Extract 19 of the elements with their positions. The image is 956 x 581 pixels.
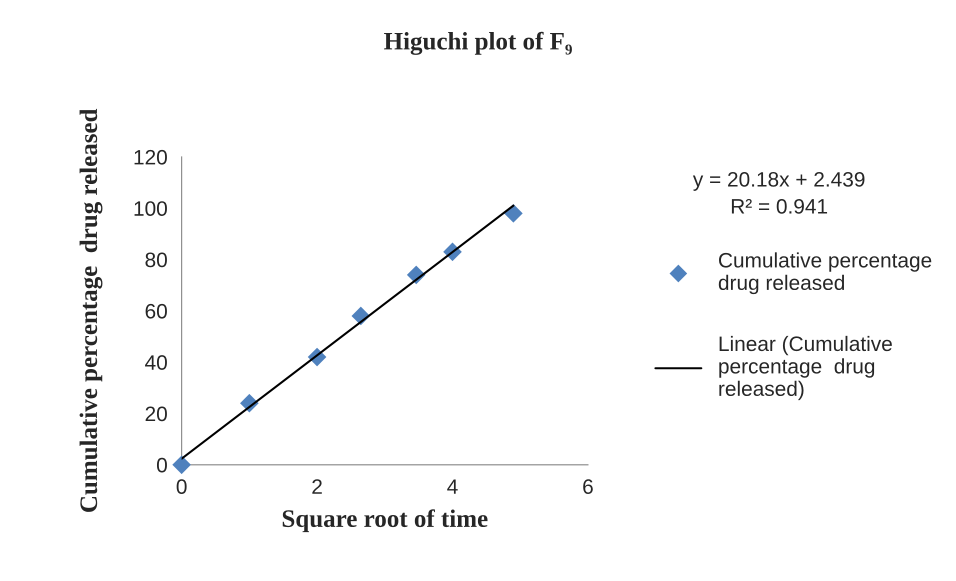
- x-tick-label: 4: [447, 479, 458, 494]
- y-tick-label: 20: [146, 406, 167, 422]
- y-tick-label: 40: [145, 355, 167, 370]
- x-tick-label: 0: [176, 479, 187, 494]
- legend-label: Cumulative percentage drug released: [718, 252, 932, 294]
- y-tick-label: 100: [134, 201, 167, 216]
- y-tick-label: 120: [134, 150, 167, 165]
- x-axis-title: Square root of time: [282, 509, 488, 532]
- point: [172, 455, 191, 474]
- legend-label: Linear (Cumulative percentage drug released): [719, 336, 892, 400]
- x-tick-label: 2: [312, 479, 322, 494]
- y-tick-label: 0: [156, 458, 167, 473]
- x-tick-label: 6: [583, 479, 593, 494]
- y-tick-label: 80: [145, 252, 167, 268]
- text: y = 20.18x + 2.439 R² = 0.941: [692, 172, 864, 214]
- point: [504, 204, 523, 223]
- y-tick-label: 60: [146, 304, 167, 319]
- y-axis-title: Cumulative percentage drug released: [80, 108, 102, 512]
- chart-title: Higuchi plot of F₉: [384, 32, 572, 55]
